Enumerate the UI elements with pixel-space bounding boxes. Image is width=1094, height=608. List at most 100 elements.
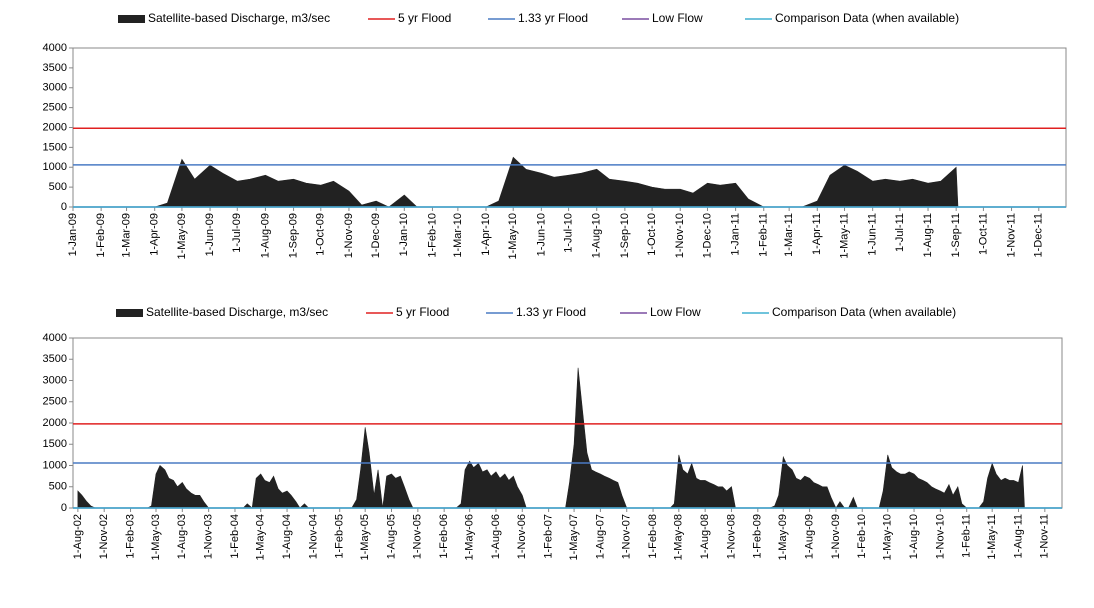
x-tick-label: 1-Nov-07 xyxy=(621,514,633,559)
x-tick-label: 1-Nov-02 xyxy=(98,514,110,559)
legend-label: Satellite-based Discharge, m3/sec xyxy=(148,11,330,25)
x-tick-label: 1-Aug-10 xyxy=(591,213,603,258)
chart: 0 500 1000 1500 2000 2500 3000 3500 4000 1-Jan-09… xyxy=(43,11,1067,259)
x-tick-label: 1-Apr-11 xyxy=(811,213,823,255)
x-tick-label: 1-May-06 xyxy=(464,514,476,560)
x-tick-label: 1-Dec-10 xyxy=(701,213,713,258)
x-tick-label: 1-Nov-06 xyxy=(516,514,528,559)
legend-label: 1.33 yr Flood xyxy=(518,11,588,25)
x-tick-label: 1-Mar-10 xyxy=(452,213,464,258)
x-tick-label: 1-Aug-10 xyxy=(908,514,920,559)
y-tick-label: 4000 xyxy=(43,42,67,54)
x-tick-label: 1-Nov-08 xyxy=(725,514,737,559)
x-tick-label: 1-Aug-04 xyxy=(281,514,293,559)
discharge-area xyxy=(77,367,1025,509)
legend-label: 5 yr Flood xyxy=(396,305,449,319)
legend-label: 1.33 yr Flood xyxy=(516,305,586,319)
x-tick-label: 1-Feb-11 xyxy=(961,514,973,558)
x-tick-label: 1-May-11 xyxy=(838,213,850,259)
x-tick-label: 1-Feb-10 xyxy=(856,514,868,559)
chart: 0 500 1000 1500 2000 2500 3000 3500 4000 1-Aug-02… xyxy=(43,305,1063,560)
x-tick-label: 1-May-11 xyxy=(986,514,998,560)
x-tick-label: 1-Nov-10 xyxy=(934,514,946,559)
x-tick-label: 1-May-08 xyxy=(673,514,685,560)
discharge-area xyxy=(73,156,959,208)
x-tick-label: 1-Sep-10 xyxy=(619,213,631,258)
x-tick-label: 1-Dec-11 xyxy=(1033,213,1045,257)
x-tick-label: 1-Jan-09 xyxy=(67,213,79,256)
x-tick-label: 1-Oct-10 xyxy=(646,213,658,256)
x-tick-label: 1-Feb-05 xyxy=(334,514,346,559)
x-tick-label: 1-Feb-08 xyxy=(647,514,659,559)
x-tick-label: 1-May-09 xyxy=(176,213,188,259)
x-tick-label: 1-Apr-09 xyxy=(149,213,161,256)
x-tick-label: 1-Nov-11 xyxy=(1039,514,1051,558)
x-tick-label: 1-Aug-07 xyxy=(594,514,606,559)
y-tick-label: 3500 xyxy=(43,62,67,74)
y-tick-label: 1500 xyxy=(43,141,67,153)
x-tick-label: 1-Feb-09 xyxy=(752,514,764,559)
legend-label: 5 yr Flood xyxy=(398,11,451,25)
x-tick-label: 1-Sep-11 xyxy=(950,213,962,257)
y-tick-label: 1500 xyxy=(43,438,67,450)
legend-label: Low Flow xyxy=(650,305,701,319)
x-tick-label: 1-May-07 xyxy=(568,514,580,560)
x-tick-label: 1-Aug-11 xyxy=(922,213,934,257)
y-tick-label: 3000 xyxy=(43,374,67,386)
x-tick-label: 1-May-05 xyxy=(359,514,371,560)
x-tick-label: 1-Jan-11 xyxy=(730,213,742,256)
x-tick-label: 1-Feb-09 xyxy=(95,213,107,258)
x-tick-label: 1-May-10 xyxy=(882,514,894,560)
x-tick-label: 1-Aug-06 xyxy=(490,514,502,559)
y-tick-label: 2500 xyxy=(43,396,67,408)
x-tick-label: 1-Mar-11 xyxy=(783,213,795,257)
x-tick-label: 1-Aug-03 xyxy=(176,514,188,559)
x-tick-label: 1-Nov-10 xyxy=(674,213,686,258)
x-tick-label: 1-Jan-10 xyxy=(398,213,410,256)
x-tick-label: 1-Oct-09 xyxy=(315,213,327,256)
y-tick-label: 4000 xyxy=(43,332,67,344)
x-tick-label: 1-Jul-11 xyxy=(894,213,906,252)
x-tick-label: 1-May-03 xyxy=(150,514,162,560)
x-tick-label: 1-Nov-05 xyxy=(412,514,424,559)
y-tick-label: 1000 xyxy=(43,459,67,471)
y-tick-label: 3000 xyxy=(43,82,67,94)
x-tick-label: 1-Nov-09 xyxy=(343,213,355,258)
x-tick-label: 1-Jun-09 xyxy=(204,213,216,256)
legend-label: Satellite-based Discharge, m3/sec xyxy=(146,305,328,319)
x-tick-label: 1-Feb-11 xyxy=(758,213,770,257)
legend-swatch xyxy=(118,15,145,23)
x-tick-label: 1-Mar-09 xyxy=(120,213,132,258)
y-tick-label: 2500 xyxy=(43,102,67,114)
y-tick-label: 500 xyxy=(49,181,67,193)
x-tick-label: 1-Apr-10 xyxy=(480,213,492,256)
x-tick-label: 1-Feb-07 xyxy=(543,514,555,559)
x-tick-label: 1-Aug-09 xyxy=(259,213,271,258)
x-tick-label: 1-Feb-06 xyxy=(438,514,450,559)
x-tick-label: 1-Nov-03 xyxy=(203,514,215,559)
x-tick-label: 1-Jul-09 xyxy=(231,213,243,253)
x-tick-label: 1-Aug-08 xyxy=(699,514,711,559)
y-tick-label: 0 xyxy=(61,201,67,213)
x-tick-label: 1-Jun-10 xyxy=(535,213,547,256)
x-tick-label: 1-Feb-04 xyxy=(229,514,241,559)
x-tick-label: 1-May-09 xyxy=(777,514,789,560)
legend-label: Comparison Data (when available) xyxy=(772,305,956,319)
x-tick-label: 1-Dec-09 xyxy=(370,213,382,258)
y-tick-label: 2000 xyxy=(43,121,67,133)
x-tick-label: 1-Feb-03 xyxy=(124,514,136,559)
x-tick-label: 1-Jul-10 xyxy=(562,213,574,253)
x-tick-label: 1-Aug-02 xyxy=(72,514,84,559)
x-tick-label: 1-Aug-09 xyxy=(804,514,816,559)
x-tick-label: 1-May-10 xyxy=(507,213,519,259)
legend-label: Comparison Data (when available) xyxy=(775,11,959,25)
x-tick-label: 1-Oct-11 xyxy=(977,213,989,255)
x-tick-label: 1-Aug-11 xyxy=(1012,514,1024,558)
y-tick-label: 2000 xyxy=(43,417,67,429)
x-tick-label: 1-Sep-09 xyxy=(287,213,299,258)
x-tick-label: 1-Nov-11 xyxy=(1005,213,1017,257)
x-tick-label: 1-Jun-11 xyxy=(867,213,879,256)
legend-swatch xyxy=(116,309,143,317)
y-tick-label: 1000 xyxy=(43,161,67,173)
